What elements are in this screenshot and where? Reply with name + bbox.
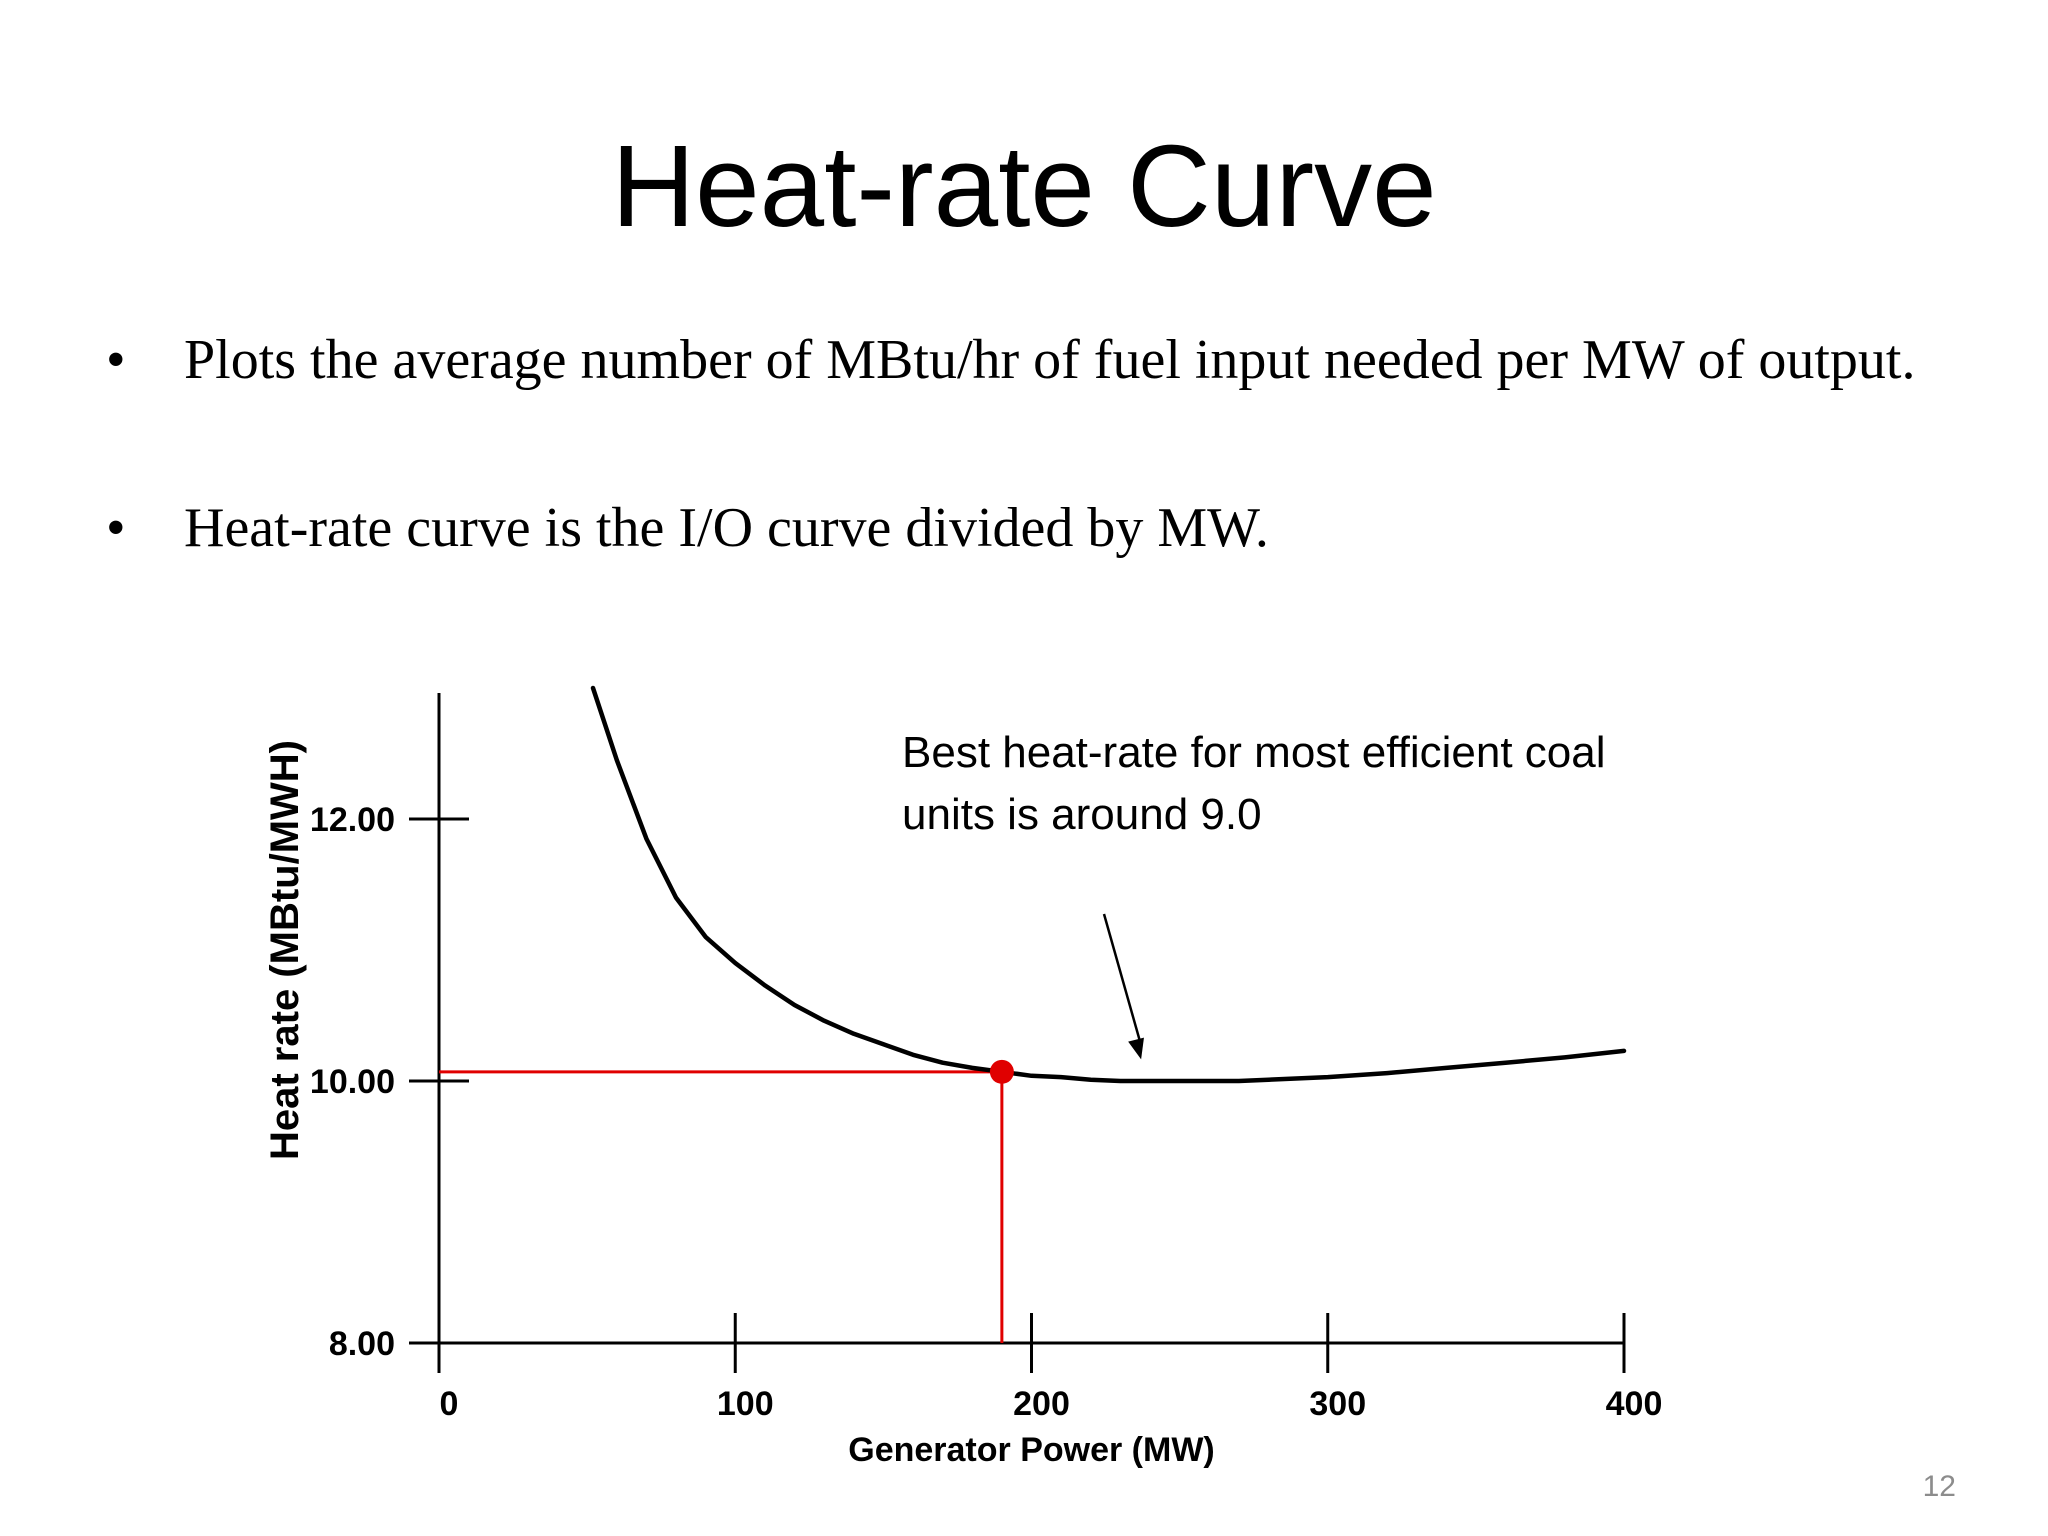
annotation-line: Best heat-rate for most efficient coal — [902, 728, 1606, 777]
bullet-symbol: • — [106, 329, 126, 391]
chart-axes — [409, 693, 1626, 1373]
annotation-arrow — [1102, 913, 1144, 1060]
y-tick-label: 10.00 — [310, 1063, 395, 1101]
x-tick-label: 300 — [1309, 1385, 1366, 1423]
slide-number: 12 — [1922, 1470, 1956, 1503]
y-tick-label: 12.00 — [310, 801, 395, 839]
arrow-shaft — [1102, 913, 1143, 1046]
bullet-symbol: • — [106, 497, 126, 559]
chart-series — [590, 685, 1627, 1084]
annotation-line: units is around 9.0 — [902, 790, 1262, 839]
x-tick-label: 200 — [1013, 1385, 1070, 1423]
x-tick-label: 400 — [1606, 1385, 1663, 1423]
slide-title: Heat-rate Curve — [611, 121, 1437, 251]
heat-rate-curve — [590, 685, 1627, 1084]
highlight-point — [989, 1059, 1014, 1084]
bullet-text: Plots the average number of MBtu/hr of f… — [184, 329, 1916, 391]
tick-labels: 0 100 200 300 400 8.00 10.00 12.00 — [310, 801, 1662, 1423]
chart-annotation: Best heat-rate for most efficient coal u… — [902, 722, 1802, 846]
x-tick-label: 0 — [440, 1385, 459, 1423]
highlight-guides — [439, 1070, 1004, 1343]
arrow-head — [1128, 1037, 1144, 1060]
bullet-text: Heat-rate curve is the I/O curve divided… — [184, 497, 1269, 559]
x-tick-label: 100 — [717, 1385, 774, 1423]
y-axis-title: Heat rate (MBtu/MWH) — [263, 740, 307, 1160]
x-axis-title: Generator Power (MW) — [848, 1431, 1214, 1469]
y-tick-label: 8.00 — [329, 1325, 395, 1363]
